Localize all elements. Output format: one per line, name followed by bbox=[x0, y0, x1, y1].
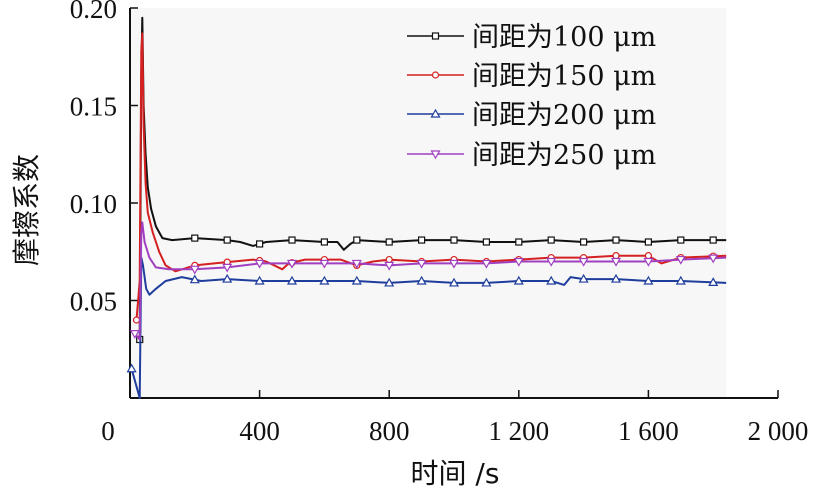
legend-label: 间距为150 μm bbox=[472, 61, 656, 92]
data-point bbox=[515, 238, 523, 246]
legend-label: 间距为250 μm bbox=[472, 140, 656, 171]
x-tick-label: 1 200 bbox=[488, 416, 549, 446]
data-point bbox=[431, 71, 440, 79]
data-point bbox=[288, 236, 296, 244]
axes bbox=[129, 7, 779, 399]
data-point bbox=[320, 238, 328, 246]
data-point bbox=[708, 254, 719, 264]
legend-label: 间距为100 μm bbox=[472, 22, 656, 53]
data-point bbox=[132, 316, 141, 324]
data-point bbox=[254, 275, 265, 285]
data-point bbox=[448, 277, 460, 287]
data-point bbox=[384, 261, 395, 271]
y-tick-label: 0.20 bbox=[70, 0, 117, 24]
data-point bbox=[416, 259, 427, 269]
data-point bbox=[418, 236, 426, 244]
data-point bbox=[481, 277, 492, 287]
legend-item: 间距为200 μm bbox=[407, 100, 656, 131]
data-point bbox=[675, 255, 686, 265]
data-point bbox=[430, 108, 441, 118]
data-point bbox=[385, 238, 393, 246]
data-point bbox=[675, 275, 686, 285]
data-point bbox=[612, 236, 620, 244]
data-point bbox=[643, 257, 654, 267]
data-point bbox=[644, 252, 653, 260]
data-point bbox=[579, 238, 588, 246]
series-line bbox=[130, 256, 727, 399]
data-point bbox=[610, 257, 622, 267]
data-point bbox=[222, 273, 233, 283]
data-point bbox=[513, 275, 524, 285]
plot-area bbox=[130, 8, 727, 398]
data-point bbox=[708, 277, 719, 286]
data-point bbox=[448, 259, 460, 269]
x-tick-label: 1 600 bbox=[618, 416, 679, 446]
legend-item: 间距为100 μm bbox=[407, 22, 656, 53]
plot-background bbox=[130, 8, 727, 398]
data-point bbox=[450, 236, 458, 244]
legend: 间距为100 μm 间距为150 μm 间距为200 μm 间距为250 μm bbox=[407, 22, 656, 171]
x-tick-label: 0 bbox=[101, 416, 115, 446]
data-point bbox=[129, 330, 140, 339]
data-point bbox=[384, 277, 395, 287]
data-point bbox=[513, 257, 524, 267]
data-point bbox=[578, 273, 589, 283]
y-tick-label: 0.10 bbox=[70, 189, 117, 219]
data-point bbox=[416, 275, 427, 285]
data-point bbox=[385, 255, 393, 264]
data-point bbox=[643, 275, 654, 285]
data-point bbox=[578, 257, 589, 267]
series-1 bbox=[136, 16, 727, 344]
data-point bbox=[351, 275, 362, 285]
data-point bbox=[547, 236, 555, 244]
legend-item: 间距为250 μm bbox=[407, 140, 656, 171]
data-point bbox=[286, 275, 298, 285]
series-3 bbox=[126, 256, 727, 399]
data-point bbox=[223, 236, 231, 244]
data-point bbox=[430, 150, 441, 160]
data-point bbox=[222, 263, 233, 273]
data-point bbox=[254, 259, 265, 269]
data-point bbox=[546, 257, 557, 267]
y-axis-label: 摩擦系数 bbox=[10, 154, 43, 266]
data-point bbox=[610, 273, 622, 283]
x-tick-label: 800 bbox=[369, 416, 410, 446]
data-point bbox=[319, 275, 330, 285]
data-point bbox=[189, 274, 200, 284]
data-point bbox=[677, 236, 685, 244]
data-point bbox=[644, 238, 653, 246]
data-point bbox=[351, 259, 362, 269]
x-tick-label: 400 bbox=[239, 416, 280, 446]
legend-label: 间距为200 μm bbox=[472, 100, 656, 131]
y-tick-label: 0.15 bbox=[70, 92, 117, 122]
data-point bbox=[353, 236, 361, 244]
series-4 bbox=[129, 221, 727, 341]
data-point bbox=[126, 363, 137, 373]
x-tick-label: 2 000 bbox=[748, 416, 809, 446]
data-point bbox=[431, 32, 440, 40]
data-point bbox=[319, 259, 330, 269]
data-point bbox=[481, 259, 492, 269]
y-tick-label: 0.05 bbox=[70, 287, 117, 317]
data-point bbox=[256, 240, 264, 248]
legend-item: 间距为150 μm bbox=[407, 61, 656, 92]
series-layer bbox=[126, 16, 727, 399]
data-point bbox=[482, 238, 490, 246]
tick-labels: 0 400 800 1 200 1 600 2 000 0.05 0.10 0.15 0.20 bbox=[70, 0, 809, 446]
data-point bbox=[546, 275, 557, 285]
data-point bbox=[286, 259, 298, 269]
data-point bbox=[191, 234, 199, 242]
data-point bbox=[612, 252, 620, 260]
data-point bbox=[709, 236, 717, 244]
x-axis-label: 时间 /s bbox=[411, 457, 500, 490]
data-point bbox=[189, 265, 200, 275]
